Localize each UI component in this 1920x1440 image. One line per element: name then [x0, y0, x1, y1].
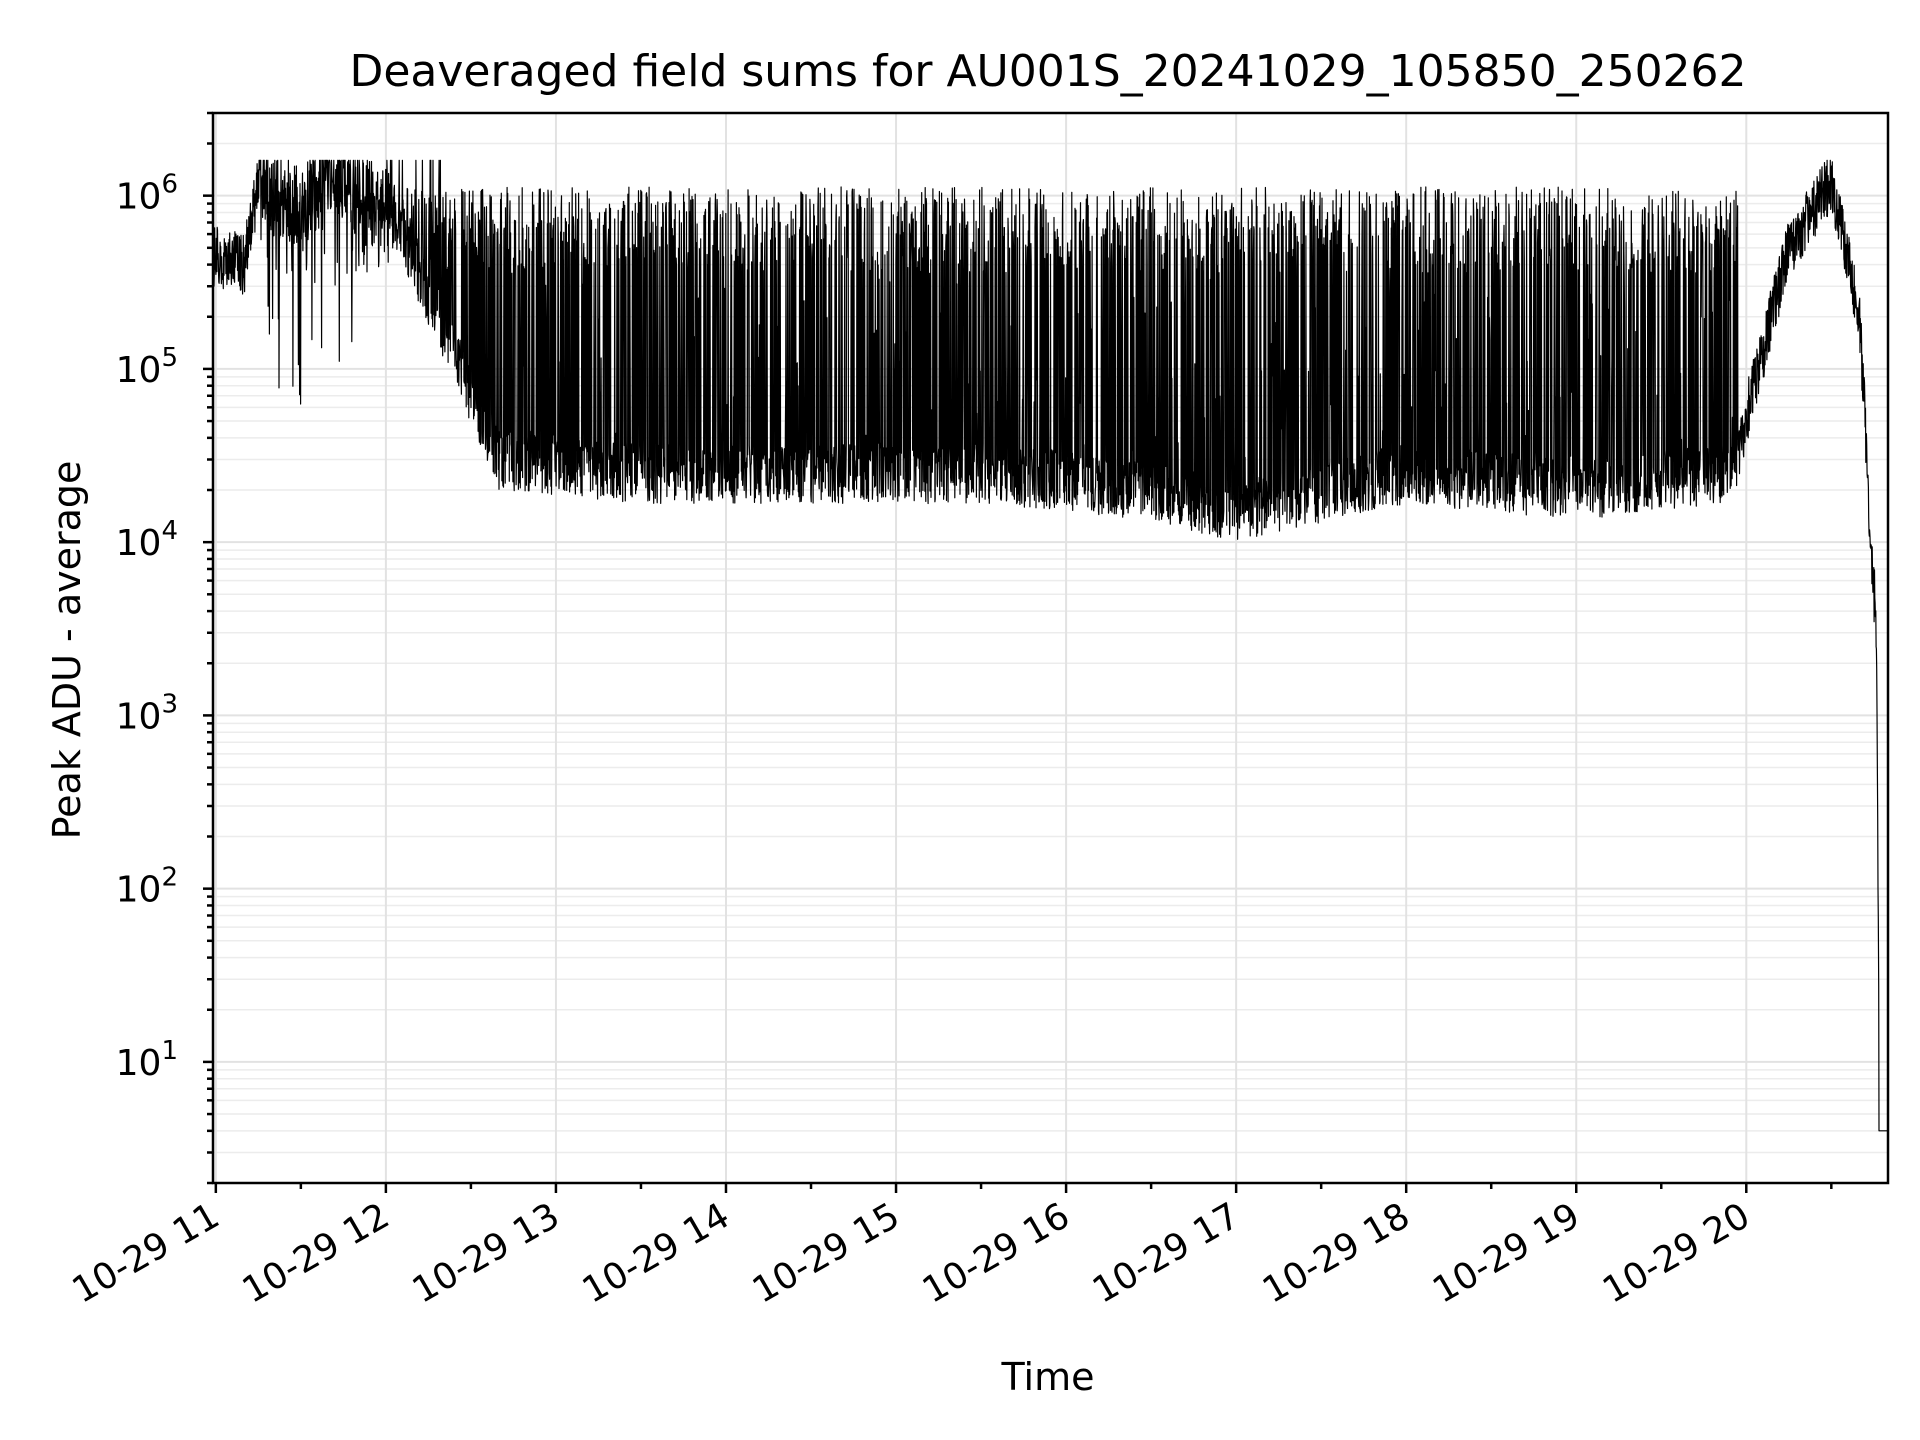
y-tick-label: 102 [116, 863, 178, 911]
y-tick-label: 105 [116, 343, 178, 391]
series-line [212, 159, 1889, 1132]
axis-ticks [203, 111, 1833, 1193]
y-tick-label: 104 [116, 516, 178, 564]
y-tick-labels: 101 102 103 104 105 106 [116, 170, 178, 1084]
y-tick-label: 101 [116, 1036, 178, 1084]
chart-title: Deaveraged field sums for AU001S_2024102… [349, 46, 1746, 97]
y-tick-label: 106 [116, 170, 178, 218]
y-tick-label: 103 [116, 689, 178, 737]
plot-frame [211, 111, 1890, 1185]
x-axis-label: Time [1001, 1355, 1095, 1399]
y-axis-label: Peak ADU - average [45, 461, 89, 840]
